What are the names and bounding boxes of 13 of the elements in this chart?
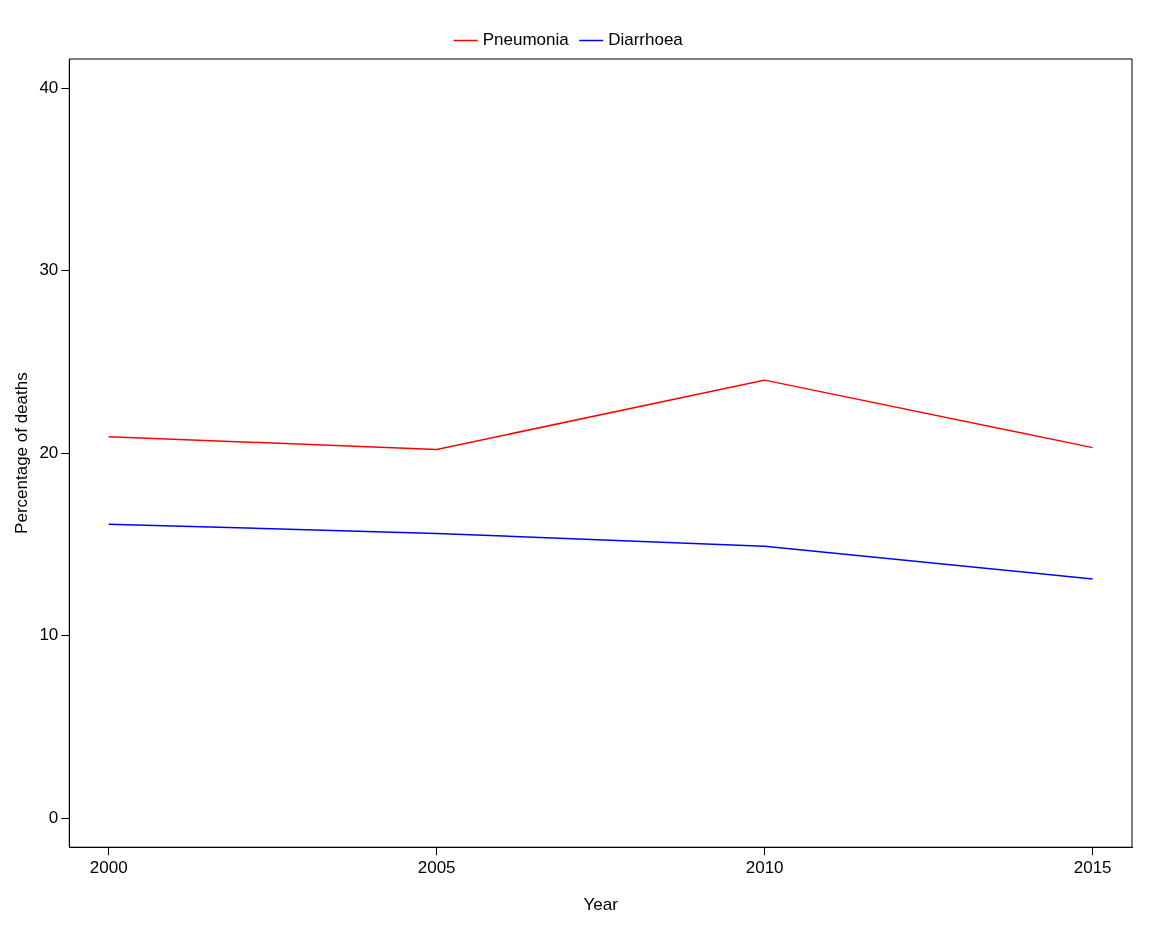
y-tick-label: 10 — [39, 625, 59, 645]
y-tick-label: 0 — [48, 807, 59, 827]
x-tick-label: 2000 — [89, 858, 128, 878]
y-axis-title: Percentage of deaths — [11, 372, 31, 534]
x-tick-label: 2010 — [745, 858, 784, 878]
y-tick-label: 40 — [39, 77, 59, 97]
x-tick-label: 2015 — [1073, 858, 1112, 878]
y-tick-label: 20 — [39, 442, 59, 462]
legend-label: Pneumonia — [482, 30, 570, 50]
legend-label: Diarrhoea — [608, 30, 684, 50]
x-tick-label: 2005 — [417, 858, 456, 878]
x-axis-title: Year — [583, 895, 619, 915]
y-tick-label: 30 — [39, 260, 59, 280]
